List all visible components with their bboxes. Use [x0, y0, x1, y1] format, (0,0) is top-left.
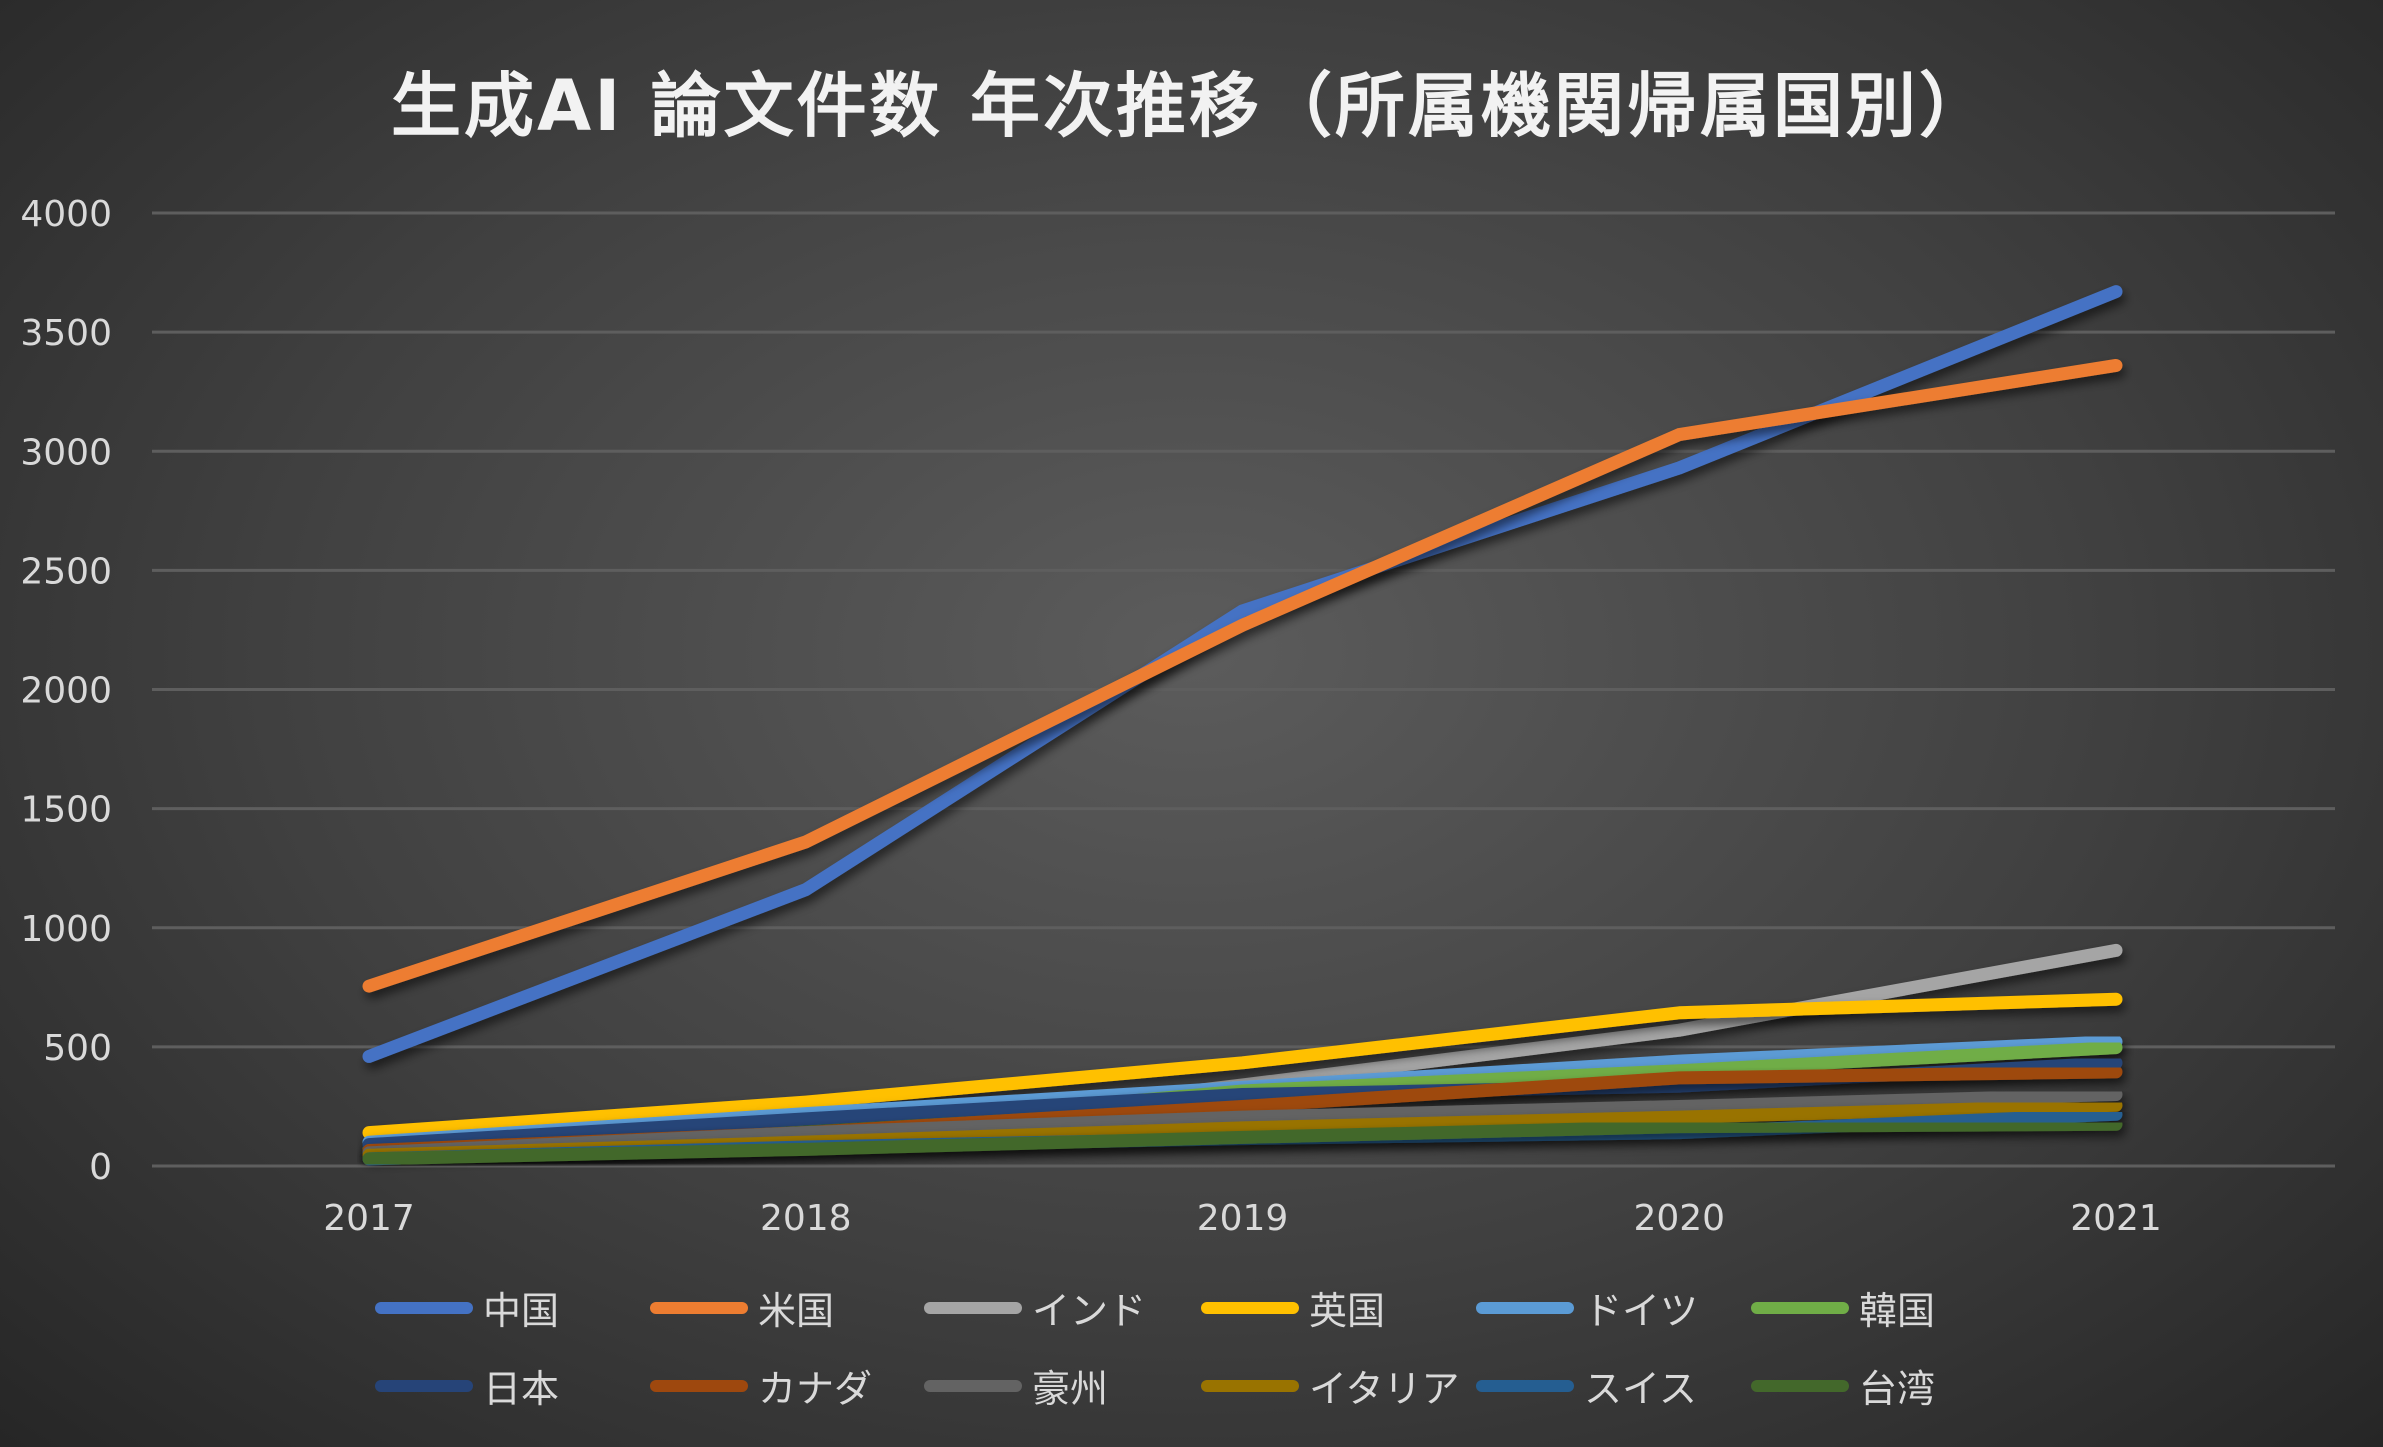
series-lines	[362, 285, 2123, 1166]
y-tick-label: 4000	[20, 194, 112, 235]
x-tick-label: 2021	[2070, 1198, 2162, 1239]
legend-swatch	[650, 1301, 748, 1314]
series-line-1	[362, 358, 2123, 993]
legend-label: 韓国	[1859, 1289, 1936, 1333]
y-tick-label: 1500	[20, 790, 112, 831]
legend-item: カナダ	[650, 1358, 872, 1413]
legend-swatch	[924, 1301, 1022, 1314]
y-tick-label: 2500	[20, 551, 112, 592]
legend-item: 米国	[650, 1280, 834, 1335]
legend-swatch	[1201, 1379, 1299, 1392]
legend-item: インド	[924, 1280, 1146, 1335]
x-axis-ticks: 2017 2018 2019 2020 2021	[323, 1198, 2162, 1239]
x-tick-label: 2019	[1197, 1198, 1289, 1239]
chart-title: 生成AI 論文件数 年次推移（所属機関帰属国別）	[391, 65, 1992, 147]
legend-swatch	[1476, 1379, 1574, 1392]
y-tick-label: 2000	[20, 671, 112, 712]
y-tick-label: 0	[89, 1147, 112, 1188]
legend-swatch	[924, 1379, 1022, 1392]
legend-label: 中国	[483, 1289, 560, 1333]
legend-label: イタリア	[1309, 1367, 1460, 1411]
legend-label: 米国	[758, 1289, 835, 1333]
legend-swatch	[375, 1301, 473, 1314]
legend-item: 豪州	[924, 1358, 1108, 1413]
legend-label: 日本	[483, 1367, 560, 1411]
legend-item: 韓国	[1751, 1280, 1935, 1335]
legend-item: 英国	[1201, 1280, 1385, 1335]
legend-swatch	[1751, 1379, 1849, 1392]
legend-item: 日本	[375, 1358, 559, 1413]
legend-item: 中国	[375, 1280, 559, 1335]
series-line-8	[362, 1088, 2123, 1160]
y-tick-label: 1000	[20, 909, 112, 950]
y-tick-label: 3500	[20, 313, 112, 354]
legend-label: スイス	[1584, 1367, 1697, 1411]
legend-label: カナダ	[758, 1367, 873, 1411]
x-tick-label: 2020	[1633, 1198, 1725, 1239]
legend-item: スイス	[1476, 1358, 1697, 1413]
legend-label: ドイツ	[1584, 1289, 1699, 1333]
y-axis-ticks: 0 500 1000 1500 2000 2500 3000 3500 4000	[20, 194, 112, 1188]
legend-swatch	[1476, 1301, 1574, 1314]
series-line-3	[362, 992, 2123, 1140]
legend-swatch	[1751, 1301, 1849, 1314]
legend-item: イタリア	[1201, 1358, 1459, 1413]
y-tick-label: 3000	[20, 432, 112, 473]
legend-label: インド	[1032, 1289, 1147, 1333]
y-tick-label: 500	[43, 1028, 112, 1069]
series-line-11	[362, 1117, 2123, 1166]
legend-swatch	[1201, 1301, 1299, 1314]
x-tick-label: 2017	[323, 1198, 415, 1239]
legend-swatch	[650, 1379, 748, 1392]
legend-label: 英国	[1309, 1289, 1386, 1333]
gridlines	[152, 211, 2335, 1168]
legend-label: 台湾	[1859, 1367, 1936, 1411]
legend-label: 豪州	[1032, 1367, 1109, 1411]
legend-swatch	[375, 1379, 473, 1392]
legend-item: ドイツ	[1476, 1280, 1698, 1335]
x-tick-label: 2018	[760, 1198, 852, 1239]
legend-item: 台湾	[1751, 1358, 1935, 1413]
